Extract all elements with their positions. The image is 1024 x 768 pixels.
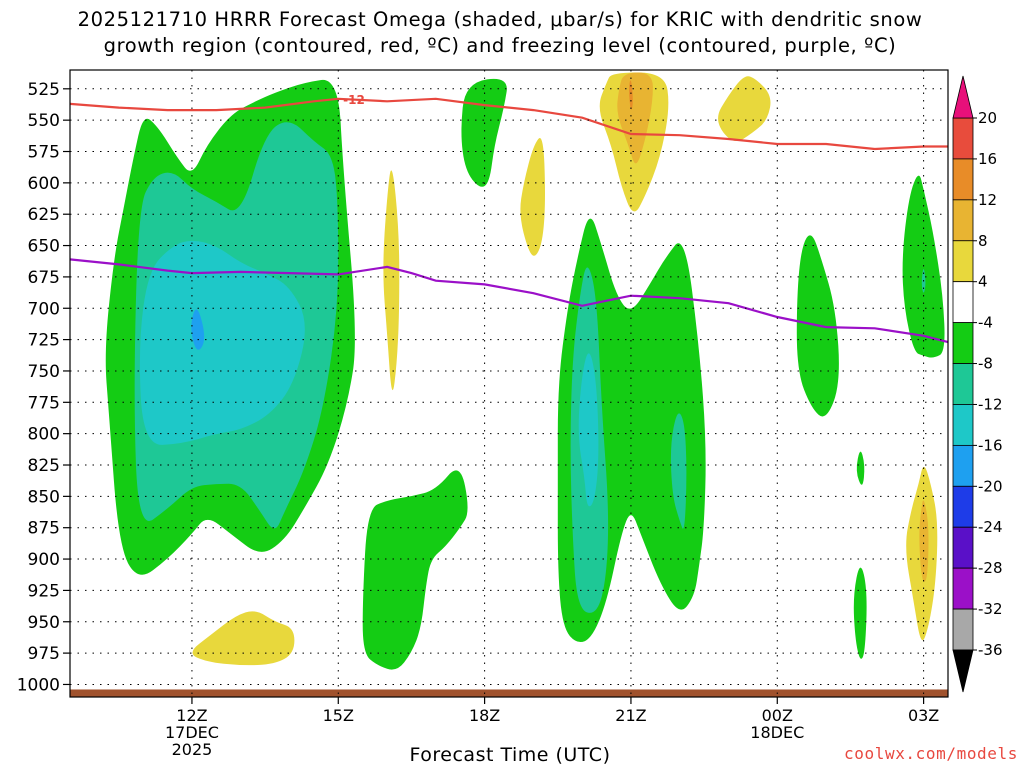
y-tick-label: 725 bbox=[28, 331, 60, 351]
colorbar-swatch bbox=[952, 485, 974, 528]
y-tick-label: 1000 bbox=[17, 675, 60, 695]
colorbar-tick-label: 4 bbox=[978, 273, 988, 291]
x-tick-label: 00Z bbox=[762, 706, 793, 725]
omega-region-orange-21z bbox=[617, 72, 653, 164]
ground-band bbox=[70, 689, 948, 697]
y-tick-label: 650 bbox=[28, 237, 60, 257]
colorbar-swatch bbox=[952, 363, 974, 405]
colorbar-tick-label: -24 bbox=[978, 518, 1003, 536]
colorbar-under-arrow bbox=[952, 649, 974, 693]
x-axis-label: Forecast Time (UTC) bbox=[409, 744, 611, 766]
colorbar-tick-label: 16 bbox=[978, 150, 997, 168]
freezing-level-contour-line bbox=[69, 258, 949, 344]
colorbar-tick-label: -16 bbox=[978, 436, 1003, 454]
colorbar-tick-label: -12 bbox=[978, 395, 1003, 413]
omega-region-center-teal-2 bbox=[670, 413, 687, 529]
plot-frame bbox=[69, 69, 949, 698]
colorbar-swatch bbox=[952, 281, 974, 324]
colorbar-swatch bbox=[952, 322, 974, 364]
y-tick-label: 625 bbox=[28, 205, 60, 225]
colorbar-swatch bbox=[952, 567, 974, 610]
colorbar-swatch bbox=[952, 240, 974, 283]
colorbar-tick-label: 12 bbox=[978, 191, 997, 209]
y-tick-label: 875 bbox=[28, 519, 60, 539]
omega-region-center-cyan bbox=[578, 353, 599, 507]
omega-region-yellow-18z bbox=[520, 137, 545, 256]
y-tick-label: 575 bbox=[28, 143, 60, 163]
y-tick-label: 675 bbox=[28, 268, 60, 288]
colorbar-swatch bbox=[952, 158, 974, 201]
y-tick-label: 550 bbox=[28, 111, 60, 131]
y-tick-label: 925 bbox=[28, 581, 60, 601]
colorbar-over-arrow bbox=[952, 75, 974, 119]
x-tick-label: 17DEC bbox=[165, 723, 219, 742]
y-tick-label: 700 bbox=[28, 299, 60, 319]
x-tick-label: 18DEC bbox=[750, 723, 804, 742]
omega-region-yellow-2130 bbox=[718, 76, 771, 142]
colorbar-swatch bbox=[952, 199, 974, 242]
colorbar: 20 16 12 8 4 -4 -8 -12 -16 -20 -24 -28 -32 -36 bbox=[952, 75, 1003, 693]
colorbar-tick-label: 20 bbox=[978, 109, 997, 127]
y-tick-label: 950 bbox=[28, 613, 60, 633]
x-tick-label: 12Z bbox=[176, 706, 207, 725]
omega-region-small-green-b bbox=[853, 567, 867, 659]
omega-shading-layer bbox=[70, 72, 948, 697]
y-tick-label: 900 bbox=[28, 550, 60, 570]
y-tick-label: 800 bbox=[28, 425, 60, 445]
omega-region-dark-orange-21z bbox=[629, 80, 633, 110]
y-tick-label: 825 bbox=[28, 456, 60, 476]
omega-region-top-green-18z bbox=[461, 78, 507, 187]
y-tick-label: 750 bbox=[28, 362, 60, 382]
colorbar-swatch bbox=[952, 117, 974, 160]
omega-region-lower-left-green bbox=[362, 470, 468, 670]
colorbar-swatch bbox=[952, 404, 974, 446]
x-tick-label: 15Z bbox=[323, 706, 354, 725]
y-tick-label: 975 bbox=[28, 644, 60, 664]
omega-region-right-green-03z bbox=[902, 175, 945, 358]
x-tick-label: 21Z bbox=[615, 706, 646, 725]
contour-layer: -12 bbox=[69, 93, 949, 344]
colorbar-swatch bbox=[952, 526, 974, 569]
y-tick-label: 600 bbox=[28, 174, 60, 194]
omega-region-yellow-west bbox=[192, 611, 295, 666]
y-tick-label: 850 bbox=[28, 487, 60, 507]
credit-link[interactable]: coolwx.com/models bbox=[844, 744, 1018, 763]
y-tick-label: 525 bbox=[28, 80, 60, 100]
colorbar-tick-label: -20 bbox=[978, 477, 1003, 495]
omega-region-orange-03z bbox=[919, 500, 929, 582]
chart-title-line-1: 2025121710 HRRR Forecast Omega (shaded, … bbox=[77, 8, 923, 31]
chart-title-line-2: growth region (contoured, red, ºC) and f… bbox=[103, 34, 897, 57]
x-tick-label: 18Z bbox=[469, 706, 500, 725]
colorbar-tick-label: 8 bbox=[978, 232, 988, 250]
omega-region-small-green-a bbox=[856, 451, 865, 485]
colorbar-tick-label: -28 bbox=[978, 559, 1003, 577]
x-tick-label: 03Z bbox=[908, 706, 939, 725]
omega-region-west-blue bbox=[191, 309, 205, 350]
colorbar-tick-label: -8 bbox=[978, 355, 993, 373]
y-tick-label: 775 bbox=[28, 393, 60, 413]
omega-region-yellow-15z bbox=[383, 170, 400, 391]
colorbar-tick-label: -4 bbox=[978, 314, 993, 332]
colorbar-swatch bbox=[952, 444, 974, 487]
dendritic-contour-label: -12 bbox=[343, 93, 365, 107]
omega-region-west-cyan bbox=[139, 240, 305, 445]
colorbar-swatch bbox=[952, 608, 974, 651]
colorbar-tick-label: -32 bbox=[978, 600, 1003, 618]
x-tick-label: 2025 bbox=[172, 740, 213, 759]
dendritic-contour-line bbox=[69, 97, 948, 151]
axis-layer: 525 550 575 600 625 650 675 700 725 750 775 800 825 8… bbox=[17, 69, 949, 759]
colorbar-tick-label: -36 bbox=[978, 641, 1003, 659]
